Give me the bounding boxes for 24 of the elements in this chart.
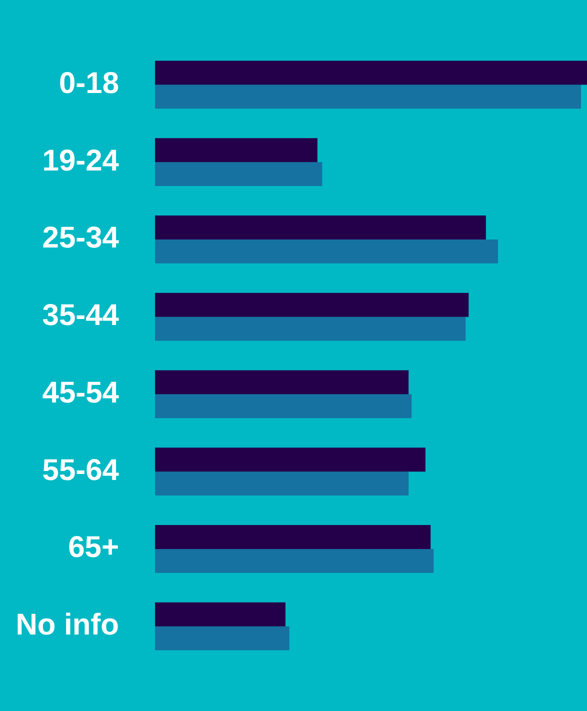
y-tick-label: 45-54: [42, 376, 120, 410]
y-tick-label: 0-18: [58, 66, 119, 100]
y-tick-label: 25-34: [42, 222, 120, 255]
bar: [155, 524, 431, 549]
bar: [155, 602, 286, 626]
bar: [155, 472, 409, 496]
y-tick-label: No info: [16, 608, 119, 642]
bar: [155, 60, 587, 85]
bar: [155, 548, 434, 573]
bar: [155, 448, 426, 472]
bar: [155, 138, 318, 162]
bar: [155, 316, 466, 341]
y-tick-label: 19-24: [42, 144, 120, 178]
y-tick-label: 55-64: [42, 454, 120, 487]
y-tick-label: 35-44: [42, 299, 120, 332]
bar: [155, 215, 486, 240]
bar: [155, 239, 498, 264]
bar: [155, 292, 469, 317]
bar: [155, 394, 412, 418]
bar: [155, 162, 322, 186]
bar: [155, 370, 409, 394]
bar: [155, 84, 581, 109]
y-tick-label: 65+: [68, 531, 119, 564]
bar: [155, 626, 290, 650]
